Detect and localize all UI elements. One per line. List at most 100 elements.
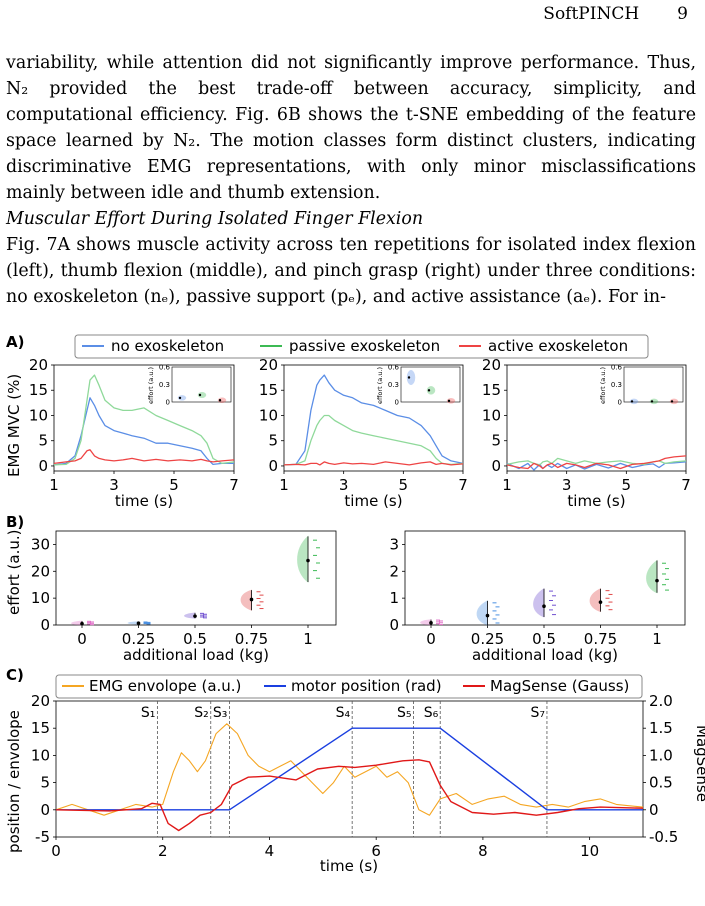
xtick-label: 3 (562, 476, 572, 494)
subheading: Muscular Effort During Isolated Finger F… (6, 209, 424, 229)
inset-ytick-label: 0.3 (611, 381, 622, 389)
xlabel-a: time (s) (344, 492, 402, 510)
ytick-label: 20 (31, 692, 50, 710)
axes-c (55, 700, 644, 838)
inset-median (218, 399, 222, 402)
ytick-label: 10 (259, 406, 278, 424)
ytick-right-label: 1.5 (649, 719, 673, 737)
inset-ylabel: effort (a.u.) (599, 367, 607, 404)
xlabel-b: additional load (kg) (472, 646, 618, 664)
legend-c-label: EMG envolope (a.u.) (89, 677, 241, 695)
xtick-label: 1 (303, 630, 313, 648)
ytick-label: 10 (31, 746, 50, 764)
legend-c-label: motor position (rad) (291, 677, 442, 695)
panel-label-a: A) (6, 333, 24, 351)
xtick-label: 7 (458, 476, 468, 494)
inset-median (630, 400, 634, 403)
series-line-a (53, 449, 235, 465)
inset-violin (177, 395, 187, 401)
xlabel-b: additional load (kg) (123, 646, 269, 664)
inset-axes (171, 366, 232, 403)
ytick-label: 0 (40, 801, 50, 819)
inset-median (670, 400, 674, 403)
inset-violin (446, 398, 456, 404)
event-label: S₁ (141, 705, 156, 721)
panel-label-c: C) (6, 666, 24, 684)
running-head: SoftPINCH 9 (543, 4, 688, 24)
ytick-label: 0 (40, 616, 50, 634)
inset-ytick-label: 0 (618, 399, 622, 407)
figure-7: A) no exoskeleton passive exoskeleton activ… (5, 333, 705, 875)
xtick-label: 1 (652, 630, 662, 648)
violin-half (589, 588, 601, 613)
event-label: S₅ (397, 705, 412, 721)
xtick-label: 0 (426, 630, 436, 648)
xtick-label: 5 (622, 476, 632, 494)
xtick-label: 3 (109, 476, 119, 494)
violin-median (136, 621, 141, 625)
legend-a-label: no exoskeleton (111, 337, 224, 355)
inset-violin (217, 397, 227, 403)
inset-violin (629, 398, 639, 405)
event-label: S₂ (194, 705, 209, 721)
ytick-label: 30 (31, 535, 50, 553)
violin-median (598, 600, 603, 604)
ytick-label: 15 (259, 381, 278, 399)
violin-median (80, 621, 84, 626)
ytick-label: 20 (31, 562, 50, 580)
violin-median (655, 578, 659, 583)
xlabel-a: time (s) (567, 492, 625, 510)
inset-median (198, 393, 202, 397)
xtick-label: 0.25 (122, 630, 155, 648)
ytick-label: 0 (389, 616, 399, 634)
series-line-a (283, 414, 464, 466)
ytick-label: 1 (389, 589, 399, 607)
ytick-label: 5 (491, 432, 501, 450)
series-line-a (283, 374, 464, 466)
ytick-label: 3 (389, 535, 399, 553)
xtick-label: 4 (265, 842, 275, 860)
xtick-label: 1 (502, 476, 512, 494)
xtick-label: 1 (279, 476, 289, 494)
series-line-a (506, 455, 687, 470)
inset-median (427, 389, 431, 392)
ytick-label: 5 (40, 774, 50, 792)
ytick-label: 10 (29, 406, 48, 424)
inset-axes (623, 366, 684, 403)
ytick-label: 20 (29, 356, 48, 374)
xtick-label: 7 (229, 476, 239, 494)
xtick-label: 5 (169, 476, 179, 494)
xtick-label: 7 (681, 476, 691, 494)
inset-axes (400, 366, 461, 403)
violin-median (193, 614, 197, 618)
xlabel-c: time (s) (320, 857, 378, 875)
ytick-right-label: 0 (649, 801, 659, 819)
xtick-label: 6 (371, 842, 381, 860)
series-line-a (506, 461, 687, 471)
ytick-label: 0 (491, 457, 501, 475)
xtick-label: 3 (339, 476, 349, 494)
ylabel-c: position / envolope (5, 710, 23, 853)
legend-a-box (74, 334, 649, 359)
legend-c-box (55, 674, 643, 699)
ylabel-c-right: MagSense (693, 725, 705, 802)
axes-b2 (404, 530, 686, 626)
series-emg-envelope (55, 723, 644, 816)
legend-c-label: MagSense (Gauss) (490, 677, 629, 695)
inset-violin (406, 369, 416, 386)
ytick-label: 0 (268, 457, 278, 475)
ylabel-a: EMG MVC (%) (5, 374, 23, 477)
xtick-label: 1 (49, 476, 59, 494)
page-number: 9 (677, 4, 688, 24)
inset-ytick-label: 0 (395, 399, 399, 407)
series-line-a (53, 374, 235, 466)
violin-median (306, 558, 310, 563)
inset-ytick-label: 0.3 (159, 381, 170, 389)
violin-median (429, 621, 433, 625)
ytick-label: 5 (268, 432, 278, 450)
violin-median (249, 597, 254, 602)
ytick-label: 10 (482, 406, 501, 424)
inset-violin (649, 398, 659, 405)
ytick-right-label: 1.0 (649, 746, 673, 764)
ytick-label: 0 (38, 457, 48, 475)
